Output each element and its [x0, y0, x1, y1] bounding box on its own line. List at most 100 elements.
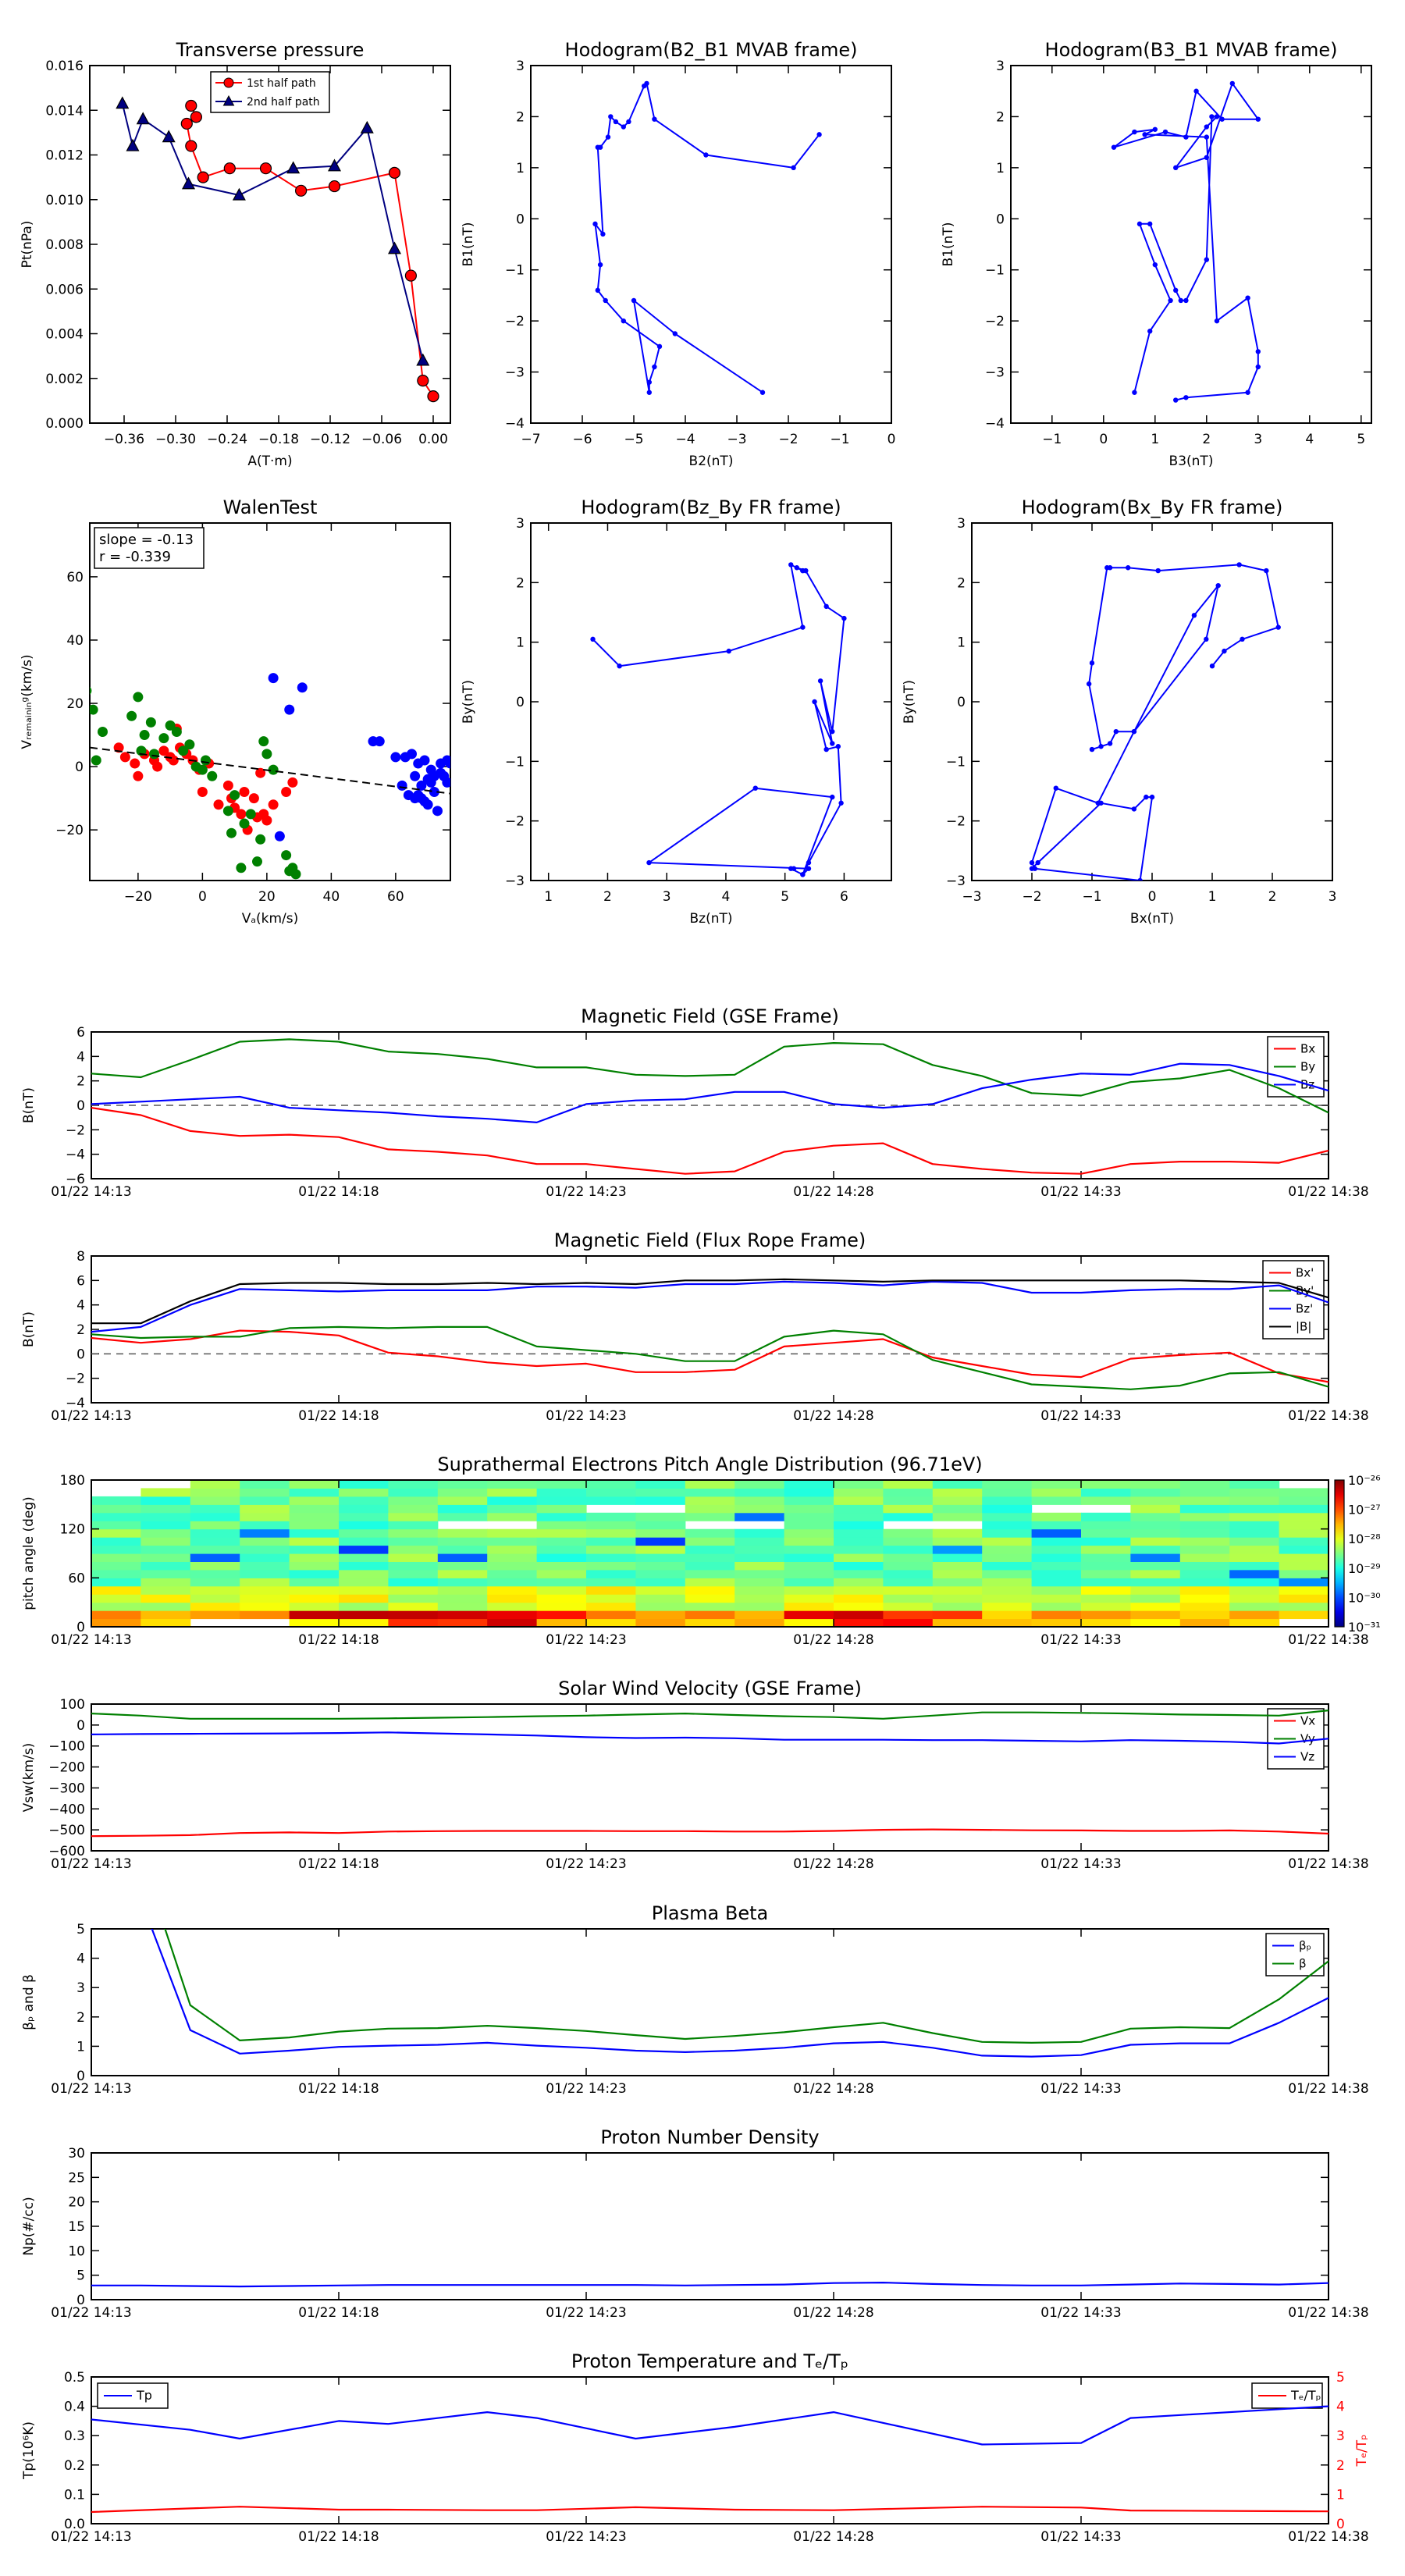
heatmap-cell — [536, 1504, 587, 1514]
heatmap-cell — [289, 1488, 340, 1497]
heatmap-cell — [883, 1512, 934, 1521]
heatmap-cell — [883, 1496, 934, 1505]
heatmap-cell — [140, 1496, 191, 1505]
data-point — [116, 96, 130, 109]
y-tick-label: −20 — [55, 823, 84, 838]
heatmap-cell — [834, 1488, 884, 1497]
y-tick-label: 20 — [66, 696, 84, 712]
heatmap-cell — [586, 1496, 636, 1505]
heatmap-cell — [289, 1528, 340, 1538]
heatmap-cell — [1179, 1537, 1230, 1546]
y-tick-label: −3 — [946, 873, 966, 889]
heatmap-cell — [1229, 1504, 1280, 1514]
heatmap-cell — [883, 1618, 934, 1628]
heatmap-cell — [1031, 1496, 1082, 1505]
heatmap-cell — [735, 1496, 785, 1505]
heatmap-cell — [487, 1504, 538, 1514]
walen-point — [139, 730, 150, 741]
x-tick-label: 01/22 14:18 — [298, 1856, 379, 1872]
heatmap-cell — [784, 1610, 834, 1620]
timeseries-np: Proton Number Density 0 5 10 15 20 25 30 Np(#/cc… — [21, 2126, 1369, 2321]
x-tick-label: 01/22 14:38 — [1288, 1856, 1368, 1872]
y-tick-label: −400 — [48, 1802, 85, 1817]
heatmap-cell — [635, 1553, 686, 1562]
plot-area — [91, 1710, 1329, 1838]
x-tick-label: 01/22 14:18 — [298, 1184, 379, 1200]
heatmap-cell — [1279, 1496, 1329, 1505]
hodogram-point — [788, 562, 794, 568]
y-tick-label: 180 — [60, 1473, 85, 1489]
heatmap-cell — [388, 1480, 439, 1489]
heatmap-cell — [536, 1569, 587, 1578]
heatmap-cell — [536, 1594, 587, 1603]
walen-point — [90, 686, 92, 695]
y-tick-label: −2 — [946, 814, 966, 830]
heatmap-cell — [437, 1545, 488, 1554]
heatmap-cell — [586, 1561, 636, 1571]
chart-title: Hodogram(Bx_By FR frame) — [1022, 496, 1283, 518]
heatmap-cell — [834, 1569, 884, 1578]
x-tick-label: 01/22 14:33 — [1040, 2529, 1121, 2545]
walen-point — [222, 806, 233, 817]
y-axis-label: B(nT) — [21, 1311, 37, 1347]
hodogram-point — [1152, 126, 1158, 132]
x-tick-label: 0 — [198, 889, 207, 905]
heatmap-cell — [1031, 1521, 1082, 1530]
y-tick-label: −1 — [985, 263, 1005, 279]
heatmap-cell — [289, 1553, 340, 1562]
heatmap-cell — [1179, 1528, 1230, 1538]
hodogram-point — [1173, 397, 1179, 403]
heatmap-cell — [91, 1512, 141, 1521]
heatmap-cell — [784, 1602, 834, 1611]
walen-point — [248, 793, 259, 804]
heatmap-cell — [735, 1480, 785, 1489]
x-tick-label: 4 — [722, 889, 731, 905]
heatmap-cell — [735, 1512, 785, 1521]
heatmap-cell — [982, 1528, 1033, 1538]
y-tick-label: 6 — [76, 1025, 85, 1041]
x-tick-label: 01/22 14:13 — [51, 1856, 131, 1872]
hodogram-point — [1113, 728, 1119, 735]
hodogram-point — [830, 741, 835, 746]
hodogram-point — [652, 364, 657, 370]
heatmap-cell — [388, 1594, 439, 1603]
heatmap-cell — [1229, 1594, 1280, 1603]
hodogram-point — [1053, 785, 1059, 791]
heatmap-cell — [487, 1528, 538, 1538]
heatmap-cell — [685, 1545, 735, 1554]
data-point — [259, 162, 272, 175]
heatmap-cell — [388, 1545, 439, 1554]
y-tick-label: 3 — [957, 516, 966, 532]
y-tick-label: −200 — [48, 1760, 85, 1776]
y-axis-label: Vᵣₑₘₐᵢₙᵢₙᵍ(km/s) — [20, 654, 35, 749]
y-tick-label: 0.006 — [45, 282, 84, 297]
y-tick-label: −4 — [985, 416, 1005, 432]
heatmap-cell — [1031, 1480, 1082, 1489]
heatmap-cell — [883, 1528, 934, 1538]
heatmap-cell — [1081, 1496, 1131, 1505]
heatmap-cell — [834, 1585, 884, 1595]
x-tick-label: −0.36 — [104, 432, 144, 447]
chart-title: Magnetic Field (Flux Rope Frame) — [554, 1229, 866, 1251]
heatmap-cell — [437, 1561, 488, 1571]
heatmap-cell — [982, 1537, 1033, 1546]
heatmap-cell — [1279, 1488, 1329, 1497]
x-tick-label: 5 — [1357, 432, 1365, 447]
walen-point — [171, 727, 182, 738]
heatmap-cell — [685, 1512, 735, 1521]
heatmap-cell — [883, 1578, 934, 1587]
heatmap-cell — [932, 1545, 983, 1554]
plot-area — [1111, 80, 1261, 403]
heatmap-cell — [339, 1594, 389, 1603]
walen-point — [222, 780, 233, 791]
hodogram-point — [1209, 664, 1215, 669]
hodogram-point — [672, 331, 678, 336]
walen-point — [245, 809, 256, 820]
heatmap-cell — [339, 1569, 389, 1578]
heatmap-cell — [190, 1504, 240, 1514]
data-point — [387, 241, 402, 254]
heatmap-cell — [240, 1528, 290, 1538]
heatmap-cell — [1130, 1504, 1181, 1514]
y-tick-label: 1 — [516, 161, 525, 176]
plot-frame — [89, 522, 451, 881]
